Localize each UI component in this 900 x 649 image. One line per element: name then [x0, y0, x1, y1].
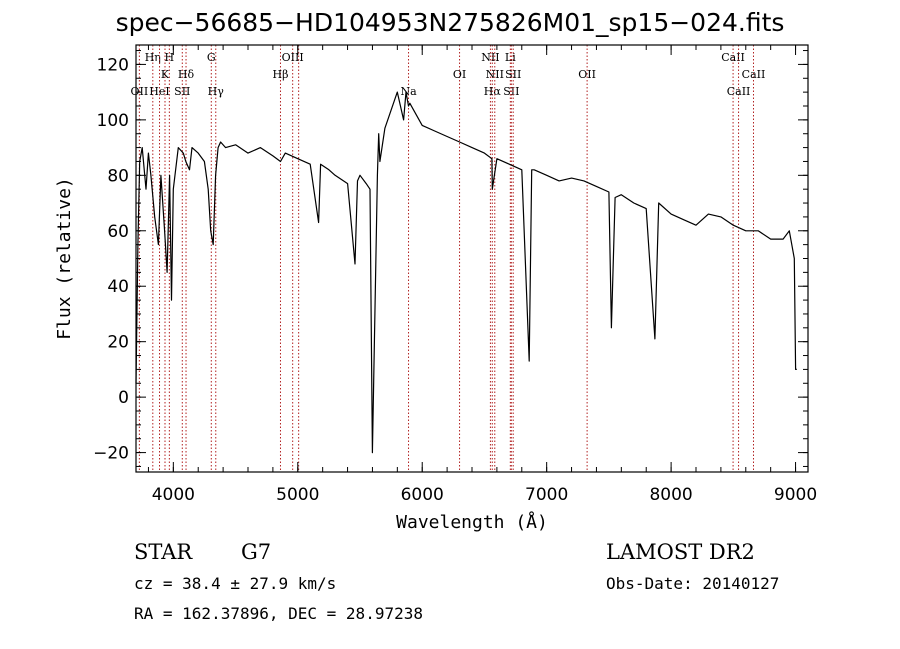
y-tick-label-3: 40	[107, 277, 129, 297]
line-label-19: SII	[505, 68, 521, 81]
line-label-8: Hγ	[208, 85, 225, 98]
line-label-10: OIII	[282, 51, 304, 64]
x-tick-label-0: 4000	[152, 485, 195, 505]
line-label-13: OI	[453, 68, 466, 81]
plot-frame	[135, 44, 809, 473]
x-axis-label: Wavelength (Å)	[396, 511, 548, 533]
line-label-4: H	[165, 51, 175, 64]
line-label-9: Hβ	[273, 68, 289, 81]
line-label-2: HeI	[149, 85, 169, 98]
survey-name: LAMOST DR2	[606, 540, 755, 564]
object-subclass: G7	[241, 540, 272, 564]
line-label-7: G	[207, 51, 216, 64]
line-label-0: OII	[131, 85, 149, 98]
line-label-20: OII	[578, 68, 596, 81]
line-label-6: Hδ	[178, 68, 195, 81]
x-tick-label-3: 7000	[525, 485, 568, 505]
spectrum-line	[135, 91, 797, 454]
redshift-velocity: cz = 38.4 ± 27.9 km/s	[134, 574, 337, 593]
object-class: STAR	[134, 540, 193, 564]
y-axis-label: Flux (relative)	[54, 177, 75, 340]
coordinates: RA = 162.37896, DEC = 28.97238	[134, 604, 423, 623]
line-label-23: CaII	[742, 68, 766, 81]
line-label-12: Na	[400, 85, 417, 98]
y-tick-label-4: 60	[107, 222, 129, 242]
y-tick-label-7: 120	[97, 55, 129, 75]
line-label-15: Hα	[484, 85, 502, 98]
line-label-22: CaII	[727, 85, 751, 98]
x-tick-label-2: 6000	[401, 485, 444, 505]
y-tick-label-2: 20	[107, 333, 129, 353]
observation-date: Obs-Date: 20140127	[606, 574, 780, 593]
x-tick-label-5: 9000	[774, 485, 817, 505]
line-label-16: NII	[486, 68, 504, 81]
line-label-14: NII	[481, 51, 499, 64]
y-tick-label-6: 100	[97, 111, 129, 131]
line-label-3: K	[161, 68, 170, 81]
x-tick-label-4: 8000	[649, 485, 692, 505]
line-label-18: SII	[503, 85, 519, 98]
x-tick-label-1: 5000	[276, 485, 319, 505]
chart-title: spec−56685−HD104953N275826M01_sp15−024.f…	[115, 8, 785, 37]
y-tick-label-5: 80	[107, 166, 129, 186]
line-label-21: CaII	[721, 51, 745, 64]
y-tick-label-0: −20	[93, 444, 129, 464]
line-label-17: Li	[505, 51, 516, 64]
line-label-1: Hη	[145, 51, 161, 64]
y-tick-label-1: 0	[118, 388, 129, 408]
line-label-5: SII	[174, 85, 190, 98]
